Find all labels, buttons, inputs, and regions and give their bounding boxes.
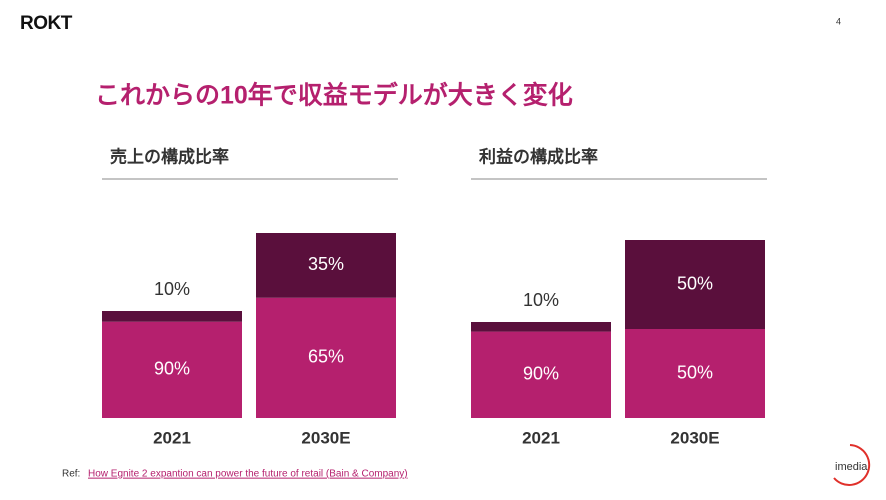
bar-segment [102,311,242,322]
brand-ring [833,444,871,486]
bar-segment [256,297,396,418]
value-label: 65% [308,347,344,367]
value-label: 10% [523,290,559,310]
brand: imedia [835,461,868,473]
bar-segment [102,321,242,418]
chart-title: 利益の構成比率 [479,146,598,166]
slide-title: これからの10年で収益モデルが大きく変化 [95,81,573,110]
page-number: 4 [836,16,841,26]
x-tick-label: 2030E [301,428,350,447]
value-label: 90% [154,359,190,379]
bar-segment [625,240,765,329]
chart-title: 売上の構成比率 [110,146,229,166]
x-tick-label: 2021 [153,428,191,447]
bar-segment [625,329,765,418]
ref-label: Ref: [62,469,80,480]
bar-segment [256,233,396,298]
logo: ROKT [20,13,73,34]
value-label: 35% [308,254,344,274]
x-tick-label: 2021 [522,428,560,447]
x-tick-label: 2030E [670,428,719,447]
value-label: 50% [677,273,713,293]
bar-segment [471,331,611,418]
value-label: 50% [677,362,713,382]
value-label: 90% [523,364,559,384]
bar-segment [471,322,611,332]
value-label: 10% [154,279,190,299]
ref-link[interactable]: How Egnite 2 expantion can power the fut… [88,469,408,480]
